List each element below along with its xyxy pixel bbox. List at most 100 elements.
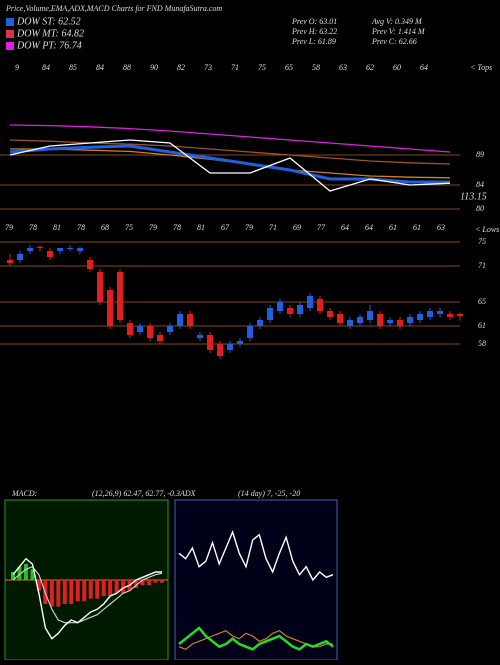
- legend-swatch: [6, 42, 14, 50]
- candle-body: [267, 308, 273, 320]
- panel-params: (12,26,9) 62.47, 62.77, -0.3: [92, 489, 180, 498]
- histogram-bar: [17, 566, 22, 580]
- histogram-bar: [114, 580, 119, 594]
- date-label: 75: [125, 223, 133, 232]
- candle-body: [277, 302, 283, 311]
- date-label: 88: [123, 63, 131, 72]
- ema-line: [9, 139, 451, 192]
- stat: Prev H: 63.22: [291, 27, 337, 36]
- date-label: 63: [339, 63, 347, 72]
- histogram-bar: [140, 580, 145, 586]
- candle-body: [127, 323, 133, 335]
- legend-swatch: [6, 30, 14, 38]
- histogram-bar: [88, 580, 93, 599]
- candle-body: [407, 317, 413, 323]
- candle-body: [57, 248, 63, 251]
- y-tick-label: 65: [478, 297, 486, 306]
- stat: Prev C: 62.66: [371, 37, 417, 46]
- plus-di-line: [178, 626, 334, 651]
- date-label: 84: [96, 63, 104, 72]
- y-tick-label: 71: [478, 261, 486, 270]
- legend-label: DOW MT: 64.82: [16, 28, 84, 39]
- candle-body: [197, 335, 203, 338]
- y-tick-label: 75: [478, 237, 486, 246]
- date-label: 64: [420, 63, 428, 72]
- histogram-bar: [147, 580, 152, 586]
- legend-swatch: [6, 18, 14, 26]
- histogram-bar: [62, 580, 67, 604]
- candle-body: [27, 248, 33, 251]
- date-label: 58: [312, 63, 320, 72]
- date-label: 82: [177, 63, 185, 72]
- date-label: 9: [15, 63, 19, 72]
- candle-body: [187, 314, 193, 326]
- date-label: 81: [53, 223, 61, 232]
- stat: Avg V: 0.349 M: [371, 17, 423, 26]
- candle-body: [317, 299, 323, 311]
- date-label: 65: [285, 63, 293, 72]
- histogram-bar: [95, 580, 100, 599]
- candle-body: [417, 314, 423, 320]
- histogram-bar: [134, 580, 139, 588]
- candle-body: [87, 260, 93, 269]
- candle-body: [427, 311, 433, 317]
- date-label: 61: [389, 223, 397, 232]
- macd-line: [12, 557, 162, 640]
- histogram-bar: [49, 580, 54, 607]
- date-label: 71: [269, 223, 277, 232]
- candle-body: [297, 305, 303, 314]
- date-label: 79: [149, 223, 157, 232]
- price-note: 113.15: [460, 191, 487, 202]
- candle-body: [67, 248, 73, 249]
- histogram-bar: [30, 569, 35, 580]
- candle-body: [177, 314, 183, 326]
- candle-body: [227, 344, 233, 350]
- histogram-bar: [160, 580, 164, 583]
- candle-body: [157, 335, 163, 341]
- signal-line: [12, 565, 163, 624]
- y-tick-label: 61: [478, 321, 486, 330]
- date-label: 81: [197, 223, 205, 232]
- candle-body: [287, 308, 293, 314]
- ema-line: [9, 124, 451, 153]
- candle-body: [347, 320, 353, 326]
- y-tick-label: 58: [478, 339, 486, 348]
- adx-line: [178, 529, 334, 582]
- histogram-bar: [121, 580, 126, 594]
- candle-body: [77, 248, 83, 251]
- date-label: 68: [101, 223, 109, 232]
- stat: Prev L: 61.89: [291, 37, 336, 46]
- candle-body: [307, 296, 313, 308]
- candle-body: [457, 313, 463, 317]
- date-label: 64: [365, 223, 373, 232]
- date-label: 64: [341, 223, 349, 232]
- histogram-bar: [75, 580, 80, 602]
- side-note: < Tops: [470, 63, 492, 72]
- date-label: 84: [42, 63, 50, 72]
- date-label: 63: [437, 223, 445, 232]
- candle-body: [247, 326, 253, 338]
- legend-label: DOW ST: 62.52: [16, 16, 81, 27]
- candle-body: [17, 254, 23, 260]
- date-label: 79: [5, 223, 13, 232]
- candle-body: [387, 320, 393, 323]
- side-note: < Lows: [475, 225, 499, 234]
- date-label: 79: [245, 223, 253, 232]
- date-label: 71: [231, 63, 239, 72]
- date-label: 61: [413, 223, 421, 232]
- candle-body: [167, 326, 173, 332]
- y-tick-label: 84: [476, 180, 484, 189]
- candle-body: [327, 311, 333, 317]
- candle-body: [97, 272, 103, 302]
- candle-body: [147, 326, 153, 338]
- candle-body: [337, 314, 343, 323]
- y-tick-label: 80: [476, 204, 484, 213]
- panel-title: ADX: [179, 489, 197, 498]
- candle-body: [377, 314, 383, 326]
- histogram-bar: [82, 580, 87, 602]
- candle-body: [357, 317, 363, 323]
- candle-body: [107, 290, 113, 326]
- candle-body: [7, 260, 13, 263]
